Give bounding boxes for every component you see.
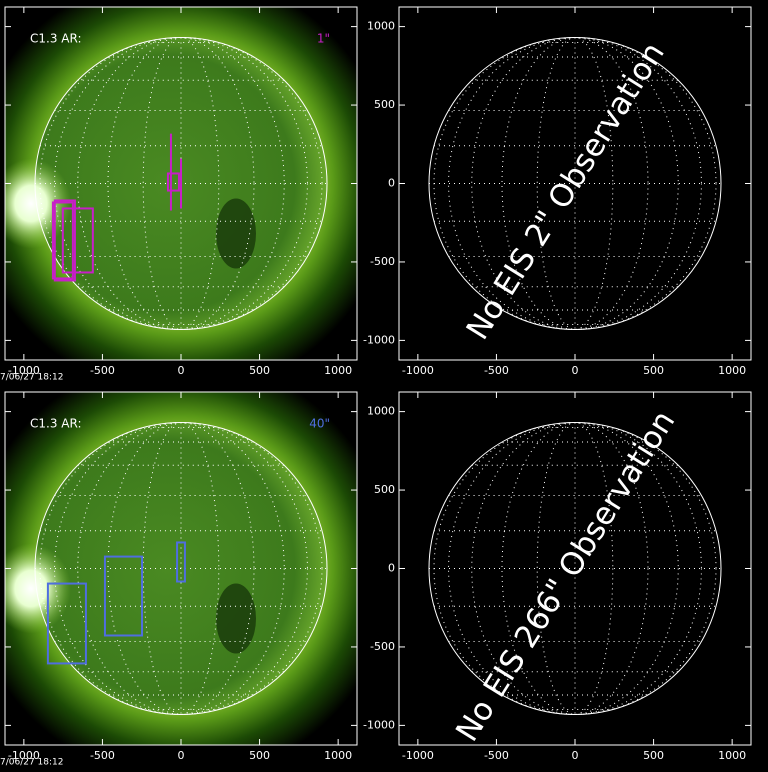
annotation: No EIS 2" Observation bbox=[460, 36, 672, 346]
longitude bbox=[536, 422, 614, 715]
x-tick-label: -500 bbox=[90, 749, 115, 762]
y-tick-label: 500 bbox=[374, 483, 395, 496]
longitude bbox=[448, 422, 702, 715]
x-tick-label: 0 bbox=[178, 364, 185, 377]
x-tick-label: -500 bbox=[484, 749, 509, 762]
panel: -1000 -500 0 500 1000 -1000 -500 0 500 1000 No EIS… bbox=[363, 6, 752, 377]
y-tick-label: -1000 bbox=[363, 333, 395, 346]
coronal-hole bbox=[216, 198, 256, 269]
y-tick-label: 1000 bbox=[367, 20, 395, 33]
x-tick-label: -1000 bbox=[8, 364, 40, 377]
x-tick-label: -500 bbox=[90, 364, 115, 377]
raster-box bbox=[166, 172, 180, 192]
scale-label: 40" bbox=[309, 417, 330, 431]
coronal-hole bbox=[216, 583, 256, 654]
y-tick-label: 0 bbox=[388, 562, 395, 575]
plot-area bbox=[428, 422, 722, 715]
y-tick-label: -500 bbox=[370, 640, 395, 653]
x-tick-label: 1000 bbox=[718, 364, 746, 377]
panel-title: C1.3 AR: bbox=[30, 32, 82, 46]
raster-box bbox=[61, 207, 94, 274]
x-tick-label: -500 bbox=[484, 364, 509, 377]
longitude bbox=[536, 37, 614, 330]
longitude bbox=[142, 422, 220, 715]
x-tick-label: 500 bbox=[643, 364, 664, 377]
longitude bbox=[54, 37, 308, 330]
longitude bbox=[448, 37, 702, 330]
date-label: 7/06/27 18:12 bbox=[0, 758, 64, 768]
x-tick-label: 500 bbox=[249, 364, 270, 377]
x-tick-label: 0 bbox=[178, 749, 185, 762]
longitude bbox=[471, 37, 679, 330]
panel: -1000 -500 0 500 1000 C1.3 AR: 40" 7/06/27 18:1… bbox=[0, 391, 358, 768]
y-tick-label: 500 bbox=[374, 98, 395, 111]
limb bbox=[428, 422, 722, 715]
longitude bbox=[471, 422, 679, 715]
annotation: No EIS 266" Observation bbox=[449, 405, 682, 748]
limb bbox=[34, 422, 328, 715]
raster-box bbox=[53, 199, 76, 282]
y-tick-label: 0 bbox=[388, 177, 395, 190]
scale-label: 1" bbox=[317, 32, 330, 46]
longitude bbox=[54, 422, 308, 715]
x-tick-label: 0 bbox=[572, 364, 579, 377]
limb bbox=[428, 37, 722, 330]
panel-title: C1.3 AR: bbox=[30, 417, 82, 431]
y-tick-label: -1000 bbox=[363, 718, 395, 731]
plot-area bbox=[428, 37, 722, 330]
raster-box bbox=[51, 201, 74, 280]
x-tick-label: 0 bbox=[572, 749, 579, 762]
plot-area bbox=[5, 392, 357, 745]
panel: -1000 -500 0 500 1000 -1000 -500 0 500 1000 No EIS… bbox=[363, 391, 752, 762]
x-tick-label: -1000 bbox=[8, 749, 40, 762]
longitude bbox=[77, 422, 285, 715]
longitude bbox=[77, 37, 285, 330]
panel: -1000 -500 0 500 1000 C1.3 AR: 1" 7/06/27 18:12 bbox=[0, 6, 358, 383]
x-tick-label: 500 bbox=[249, 749, 270, 762]
y-tick-label: -500 bbox=[370, 255, 395, 268]
x-tick-label: 500 bbox=[643, 749, 664, 762]
x-tick-label: 1000 bbox=[324, 749, 352, 762]
x-tick-label: -1000 bbox=[402, 364, 434, 377]
date-label: 7/06/27 18:12 bbox=[0, 373, 64, 383]
raster-box bbox=[176, 541, 186, 583]
limb bbox=[34, 37, 328, 330]
x-tick-label: -1000 bbox=[402, 749, 434, 762]
disc-grid bbox=[429, 422, 721, 715]
y-tick-label: 1000 bbox=[367, 405, 395, 418]
x-tick-label: 1000 bbox=[718, 749, 746, 762]
raster-box bbox=[46, 582, 87, 665]
longitude bbox=[142, 37, 220, 330]
plot-area bbox=[5, 7, 357, 360]
raster-box bbox=[103, 555, 144, 637]
x-tick-label: 1000 bbox=[324, 364, 352, 377]
